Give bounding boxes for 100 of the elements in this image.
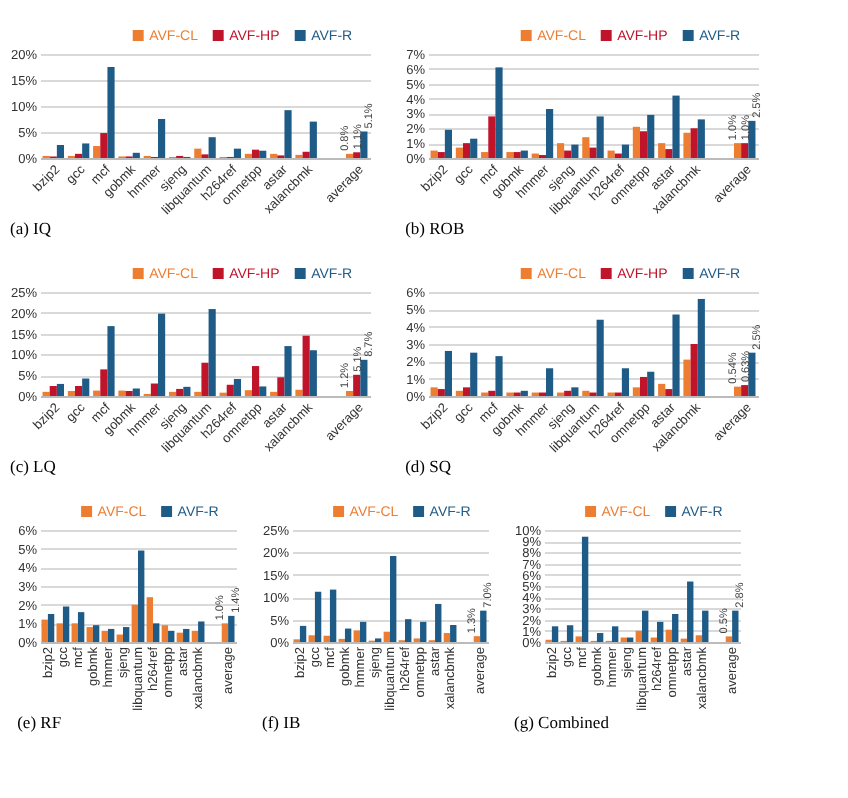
bar: [672, 95, 680, 158]
bar: [462, 387, 471, 396]
bar: [665, 149, 673, 158]
bar: [658, 383, 666, 396]
bar: [201, 362, 209, 396]
bar: [41, 619, 48, 642]
bar: [672, 614, 679, 642]
bar: [657, 621, 664, 642]
bar: [480, 610, 487, 642]
bar: [353, 630, 360, 642]
bar: [277, 377, 285, 396]
bar: [450, 624, 457, 642]
text: (b) ROB: [405, 218, 465, 239]
bar: [71, 623, 78, 642]
bar: [566, 625, 574, 642]
bar: [390, 555, 397, 642]
bar: [101, 630, 108, 642]
bar: [687, 581, 694, 642]
bar: [100, 133, 108, 158]
bar: [153, 623, 160, 642]
bar: [437, 389, 445, 396]
bar: [233, 378, 242, 396]
bar: [107, 67, 115, 158]
bar: [575, 636, 582, 642]
bar: [748, 120, 756, 158]
bar: [359, 621, 367, 642]
bar: [683, 132, 691, 158]
bar: [621, 368, 630, 396]
bar: [360, 131, 368, 158]
bar: [733, 143, 742, 158]
bar: [56, 145, 65, 158]
bar: [695, 635, 703, 642]
bar: [82, 378, 90, 396]
bar: [647, 114, 655, 158]
bar: [360, 359, 368, 396]
bar: [74, 386, 83, 396]
bar: [47, 614, 55, 642]
bar: [309, 121, 317, 158]
bar: [520, 390, 528, 396]
text: (f) IB: [261, 711, 301, 732]
bar: [244, 390, 252, 396]
bar: [546, 368, 554, 396]
bar: [444, 129, 453, 158]
bar: [435, 603, 442, 642]
bar: [571, 144, 579, 158]
bar: [732, 610, 739, 642]
bar: [284, 346, 292, 396]
bar: [86, 627, 93, 642]
bar: [647, 371, 655, 396]
bar: [309, 350, 317, 396]
bar: [690, 344, 698, 396]
bar: [251, 366, 260, 396]
bar: [132, 152, 140, 158]
bar: [122, 627, 130, 642]
bar: [82, 143, 90, 158]
bar: [161, 625, 169, 642]
bar: [581, 536, 589, 642]
bar: [470, 138, 478, 158]
bar: [488, 116, 496, 158]
bar: [353, 152, 361, 158]
bar: [443, 633, 451, 642]
bar: [93, 390, 101, 396]
bar: [621, 144, 630, 158]
bar: [481, 152, 489, 158]
bar: [437, 152, 445, 158]
bar: [259, 150, 267, 158]
bar: [251, 149, 260, 158]
bar: [733, 386, 742, 396]
bar: [62, 606, 70, 642]
bar: [191, 630, 199, 642]
bar: [596, 116, 604, 158]
bar: [520, 150, 528, 158]
bar: [314, 591, 322, 642]
bar: [158, 119, 166, 158]
bar: [118, 390, 126, 396]
bar: [741, 143, 749, 158]
bar: [56, 623, 63, 642]
bar: [488, 390, 496, 396]
bar: [564, 150, 572, 158]
bar: [138, 550, 145, 642]
bar: [571, 387, 579, 396]
bar: [302, 151, 310, 158]
bar: [259, 386, 267, 396]
bar: [183, 628, 190, 642]
bar: [77, 612, 85, 642]
bar: [353, 374, 361, 396]
bar: [690, 128, 698, 158]
bar: [546, 108, 554, 158]
bar: [183, 386, 191, 396]
bar: [150, 383, 159, 396]
bar: [665, 389, 673, 396]
bar: [107, 326, 115, 396]
bar: [462, 143, 471, 158]
bar: [642, 610, 649, 642]
bar: [107, 628, 115, 642]
bar: [632, 387, 640, 396]
bar: [158, 313, 166, 396]
bar: [725, 636, 733, 642]
bar: [302, 335, 310, 396]
bar: [56, 383, 65, 396]
